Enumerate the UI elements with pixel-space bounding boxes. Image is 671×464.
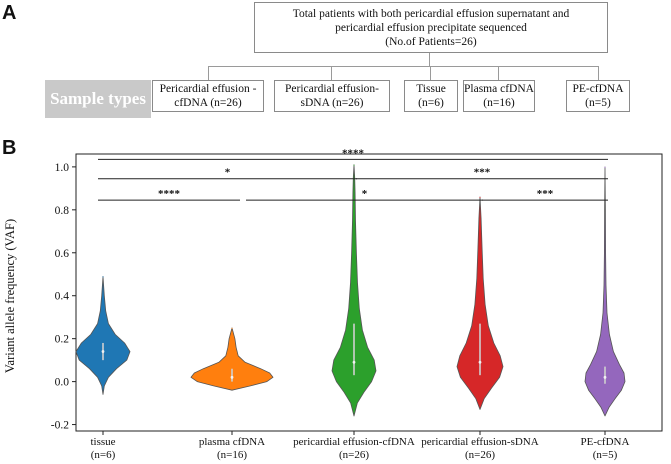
violin-median xyxy=(478,360,482,364)
sample-box-4-line2: (n=16) xyxy=(483,97,515,109)
sample-box-3-line1: Tissue xyxy=(416,83,446,95)
significance-label: * xyxy=(225,167,231,179)
y-tick-label: 1.0 xyxy=(55,162,70,174)
x-tick-category: plasma cfDNA xyxy=(198,436,266,448)
violin-body xyxy=(331,164,377,417)
sample-box-pe-cfdna-pericardial: Pericardial effusion - cfDNA (n=26) xyxy=(152,80,264,112)
sample-box-3-line2: (n=6) xyxy=(418,97,444,109)
y-tick-label: 0.0 xyxy=(55,377,70,389)
x-tick-label: PE-cfDNA (n=5) xyxy=(525,436,671,462)
x-tick-category: pericardial effusion-sDNA xyxy=(421,436,539,448)
violin-body xyxy=(456,196,504,410)
violin-median xyxy=(230,375,234,379)
sample-types-label: Sample types xyxy=(45,80,151,118)
sample-box-plasma-cfdna: Plasma cfDNA (n=16) xyxy=(463,80,535,112)
header-line-1: Total patients with both pericardial eff… xyxy=(292,7,570,20)
sample-box-2-line2: sDNA (n=26) xyxy=(300,97,364,109)
connector-drop-5 xyxy=(598,66,599,81)
x-tick-n: (n=26) xyxy=(464,449,496,461)
significance-label: * xyxy=(362,188,368,200)
header-line-2: pericardial effusion precipitate sequenc… xyxy=(335,21,527,34)
x-tick-n: (n=6) xyxy=(90,449,116,461)
x-tick-category: PE-cfDNA xyxy=(580,436,630,448)
header-line-3: (No.of Patients=26) xyxy=(385,35,477,48)
x-tick-n: (n=5) xyxy=(592,449,618,461)
sample-box-pe-sdna: Pericardial effusion- sDNA (n=26) xyxy=(274,80,390,112)
connector-drop-4 xyxy=(498,66,499,81)
y-tick-label: 0.2 xyxy=(55,334,70,346)
connector-vertical xyxy=(429,53,430,66)
violin-body xyxy=(190,327,274,391)
connector-drop-1 xyxy=(208,66,209,81)
y-axis-label: Variant allele frequency (VAF) xyxy=(3,219,17,373)
x-tick-label: tissue (n=6) xyxy=(23,436,183,462)
sample-box-5-line2: (n=5) xyxy=(585,97,611,109)
sample-box-5-line1: PE-cfDNA xyxy=(572,83,624,95)
sample-box-1-line1: Pericardial effusion - xyxy=(159,83,257,95)
x-tick-label: plasma cfDNA (n=16) xyxy=(152,436,312,462)
significance-label: *** xyxy=(537,188,554,200)
y-tick-label: -0.2 xyxy=(51,420,69,432)
x-tick-n: (n=26) xyxy=(338,449,370,461)
connector-drop-3 xyxy=(430,66,431,81)
sample-box-1-line2: cfDNA (n=26) xyxy=(174,97,242,109)
significance-label: **** xyxy=(158,188,181,200)
x-tick-n: (n=16) xyxy=(216,449,248,461)
panel-a-letter: A xyxy=(2,2,17,24)
panel-b-letter: B xyxy=(2,137,17,159)
sample-box-2-line1: Pericardial effusion- xyxy=(285,83,379,95)
sample-box-4-line1: Plasma cfDNA xyxy=(464,83,534,95)
violin-body xyxy=(75,276,131,395)
sample-box-tissue: Tissue (n=6) xyxy=(404,80,458,112)
x-tick-label: pericardial effusion-sDNA (n=26) xyxy=(400,436,560,462)
x-tick-label: pericardial effusion-cfDNA (n=26) xyxy=(274,436,434,462)
connector-drop-2 xyxy=(331,66,332,81)
sample-box-pe-cfdna: PE-cfDNA (n=5) xyxy=(566,80,630,112)
header-box: Total patients with both pericardial eff… xyxy=(254,2,608,53)
y-tick-label: 0.4 xyxy=(55,291,70,303)
significance-label: *** xyxy=(474,167,491,179)
y-tick-label: 0.8 xyxy=(55,205,70,217)
violin-median xyxy=(603,375,607,379)
y-tick-label: 0.6 xyxy=(55,248,70,260)
connector-horizontal xyxy=(208,66,599,67)
plot-frame xyxy=(75,153,663,432)
x-tick-category: tissue xyxy=(90,436,116,448)
significance-label: **** xyxy=(342,147,365,159)
violin-median xyxy=(352,360,356,364)
violin-median xyxy=(101,350,105,353)
x-tick-category: pericardial effusion-cfDNA xyxy=(293,436,415,448)
